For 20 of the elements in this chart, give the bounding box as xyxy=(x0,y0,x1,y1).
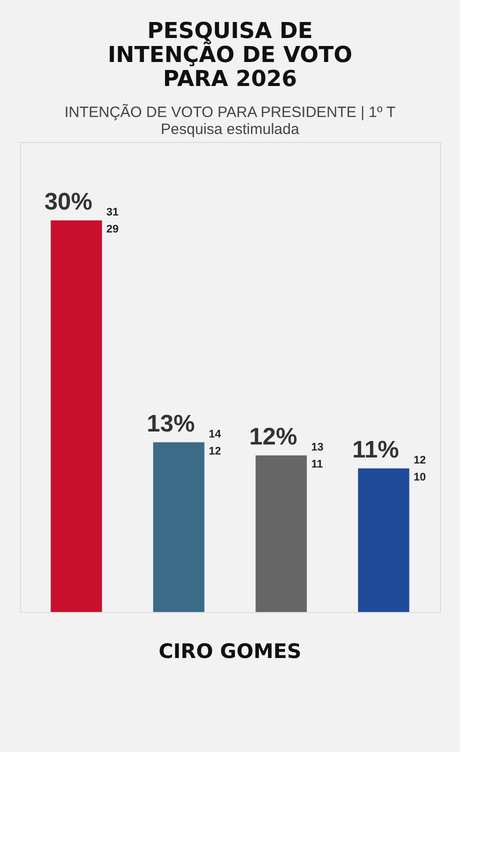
bar xyxy=(50,220,102,612)
data-label: 30% xyxy=(44,188,92,216)
annotation: 13 xyxy=(311,441,324,454)
data-label: 12% xyxy=(249,423,298,450)
data-label: 13% xyxy=(146,410,195,438)
text: 31 xyxy=(106,206,119,218)
chart-subtitle: INTENÇÃO DE VOTO PARA PRESIDENTE | 1º T xyxy=(64,103,396,121)
chart-title: PESQUISA DE INTENÇÃO DE VOTO PARA 2026 xyxy=(108,19,352,92)
bar xyxy=(358,468,410,612)
annotation: 12 xyxy=(208,445,222,458)
annotation: 12 xyxy=(414,454,426,466)
annotation: 29 xyxy=(106,223,119,236)
data-label: 11% xyxy=(352,436,400,464)
annotation: 11 xyxy=(311,458,323,470)
annotation: 10 xyxy=(414,471,426,484)
bar xyxy=(256,455,307,612)
text: Pesquisa estimulada xyxy=(160,121,300,138)
annotation: 14 xyxy=(208,428,222,440)
bar xyxy=(153,442,204,612)
text: CIRO GOMES xyxy=(158,639,302,663)
